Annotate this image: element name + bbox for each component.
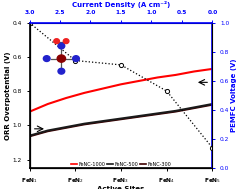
Circle shape xyxy=(58,43,65,49)
Circle shape xyxy=(63,39,69,43)
Circle shape xyxy=(57,55,66,62)
Circle shape xyxy=(58,68,65,74)
Circle shape xyxy=(43,56,50,61)
Circle shape xyxy=(54,39,59,43)
Y-axis label: ORR Overpotential (V): ORR Overpotential (V) xyxy=(5,51,11,140)
X-axis label: Active Sites: Active Sites xyxy=(97,186,145,189)
Y-axis label: PEMFC Voltage (V): PEMFC Voltage (V) xyxy=(231,59,236,132)
Legend: FeNC-1000, FeNC-500, FeNC-300: FeNC-1000, FeNC-500, FeNC-300 xyxy=(69,160,173,169)
Circle shape xyxy=(73,56,79,61)
X-axis label: Current Density (A cm⁻²): Current Density (A cm⁻²) xyxy=(72,1,170,8)
